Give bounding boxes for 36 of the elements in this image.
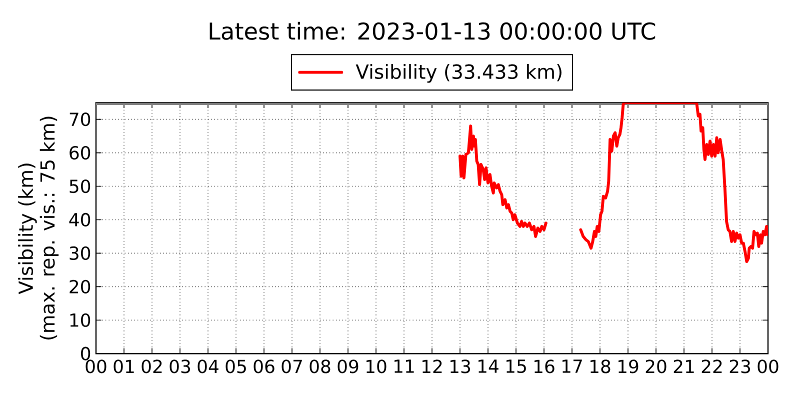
chart-title: Latest time: 2023-01-13 00:00:00 UTC [210,22,656,40]
x-tick-label: 09 [338,360,358,374]
x-tick-label: 01 [114,360,134,374]
x-tick-label: 00 [86,360,106,374]
y-tick-label: 50 [70,179,90,194]
y-axis-title: Visibility (km) (max. rep. vis.: 75 km) [18,116,59,340]
x-tick-label: 16 [534,360,554,374]
x-tick-label: 00 [758,360,778,374]
x-tick-label: 02 [142,360,162,374]
x-tick-label: 04 [198,360,218,374]
x-tick-label: 05 [226,360,246,374]
x-tick-label: 18 [590,360,610,374]
x-tick-label: 13 [450,360,470,374]
y-tick-label: 60 [70,146,90,160]
legend-label: Visibility (33.433 km) [356,64,562,83]
x-tick-label: 21 [674,360,694,374]
y-tick-label: 0 [81,346,90,360]
x-tick-label: 17 [562,360,582,373]
x-tick-label: 15 [506,360,526,374]
x-tick-label: 20 [646,360,666,374]
y-tick-label: 10 [70,313,90,327]
y-tick-label: 20 [70,280,90,294]
y-tick-label: 70 [70,112,90,126]
x-tick-label: 03 [170,360,190,374]
x-tick-label: 22 [702,360,722,374]
x-tick-label: 12 [422,360,442,374]
x-tick-label: 08 [310,360,330,374]
x-tick-label: 19 [618,360,638,374]
y-tick-label: 40 [69,212,90,227]
x-tick-label: 10 [366,360,386,374]
y-tick-label: 30 [70,246,90,260]
x-tick-label: 07 [282,360,302,374]
x-tick-label: 11 [394,360,414,373]
x-tick-label: 23 [730,360,750,374]
x-tick-label: 14 [478,360,498,373]
x-tick-label: 06 [254,360,274,374]
